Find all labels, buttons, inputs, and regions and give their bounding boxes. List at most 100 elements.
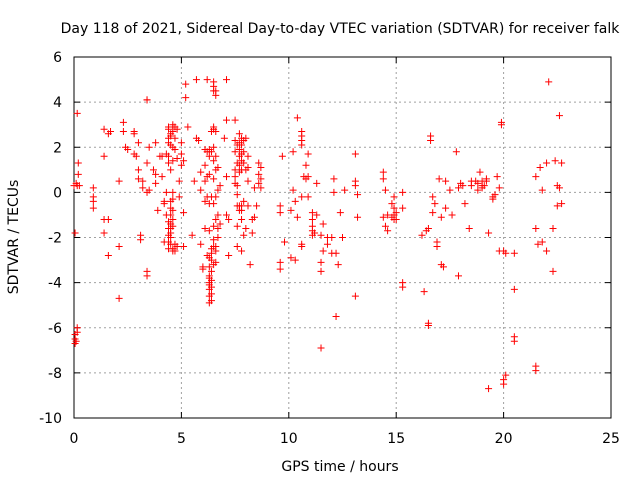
data-point: [152, 170, 160, 178]
data-point: [139, 177, 147, 185]
data-point: [381, 222, 389, 230]
data-point: [192, 76, 200, 84]
data-point: [214, 211, 222, 219]
data-point: [246, 261, 254, 269]
data-point: [538, 238, 546, 246]
data-point: [231, 136, 239, 144]
data-point: [167, 234, 175, 241]
data-point: [291, 197, 299, 205]
data-point: [143, 96, 151, 104]
data-point: [130, 130, 138, 138]
data-point: [210, 222, 218, 230]
data-point: [549, 224, 557, 232]
data-point: [465, 224, 473, 232]
data-point: [354, 213, 362, 221]
data-point: [502, 371, 510, 379]
data-point: [532, 173, 540, 181]
data-point: [223, 173, 231, 181]
data-point: [235, 146, 243, 154]
data-point: [424, 224, 432, 232]
data-point: [510, 333, 518, 341]
data-point: [336, 209, 344, 217]
data-point: [311, 229, 319, 237]
data-point: [240, 148, 248, 156]
data-point: [276, 258, 284, 266]
data-point: [235, 130, 243, 138]
data-point: [139, 184, 147, 192]
data-point: [212, 193, 220, 201]
data-point: [171, 247, 179, 255]
data-point: [287, 206, 295, 214]
data-point: [341, 186, 349, 194]
data-point: [244, 202, 252, 210]
data-point: [71, 229, 79, 237]
data-point: [115, 294, 123, 302]
data-point: [214, 224, 222, 232]
data-point: [289, 148, 297, 156]
data-point: [354, 191, 362, 199]
data-point: [381, 186, 389, 194]
data-point: [485, 229, 493, 237]
data-point: [205, 263, 213, 271]
data-point: [276, 265, 284, 273]
data-point: [304, 150, 312, 158]
data-point: [446, 186, 454, 194]
data-point: [115, 177, 123, 185]
data-point: [73, 324, 81, 332]
data-point: [169, 206, 177, 214]
data-point: [257, 184, 265, 192]
data-point: [399, 283, 407, 291]
data-point: [225, 252, 233, 260]
data-point: [214, 186, 222, 194]
y-tick-label: -2: [48, 231, 62, 247]
data-point: [250, 184, 258, 192]
data-point: [532, 362, 540, 370]
data-point: [167, 132, 175, 140]
data-point: [201, 177, 209, 185]
data-point: [210, 236, 218, 244]
data-point: [278, 152, 286, 160]
data-point: [442, 204, 450, 212]
data-point: [188, 231, 196, 239]
data-point: [190, 177, 198, 185]
data-point: [240, 197, 248, 205]
data-point: [240, 159, 248, 167]
data-point: [480, 182, 488, 190]
data-point: [74, 159, 82, 167]
x-tick-label: 5: [177, 431, 186, 447]
data-point: [313, 179, 321, 187]
data-point: [399, 204, 407, 212]
data-point: [244, 177, 252, 185]
data-point: [257, 175, 265, 183]
data-point: [467, 182, 475, 190]
data-point: [223, 76, 231, 84]
data-point: [319, 220, 327, 228]
data-point: [384, 227, 392, 235]
data-point: [134, 175, 142, 183]
data-point: [212, 215, 220, 223]
data-point: [510, 285, 518, 293]
data-point: [173, 125, 181, 133]
data-point: [330, 175, 338, 183]
data-point: [388, 200, 396, 208]
data-point: [242, 134, 250, 142]
data-point: [177, 150, 185, 158]
data-point: [502, 249, 510, 257]
data-point: [420, 288, 428, 296]
data-point: [134, 166, 142, 174]
data-point: [433, 243, 441, 251]
data-point: [485, 385, 493, 393]
data-point: [298, 141, 306, 149]
data-point: [137, 236, 145, 244]
data-point: [238, 247, 246, 255]
data-point: [534, 240, 542, 248]
data-point: [184, 123, 192, 131]
data-point: [424, 321, 432, 329]
x-tick-label: 25: [602, 431, 620, 447]
data-point: [497, 118, 505, 126]
data-point: [493, 173, 501, 181]
data-point: [89, 197, 97, 205]
data-point: [555, 184, 563, 192]
data-point: [165, 152, 173, 160]
data-point: [233, 182, 241, 190]
